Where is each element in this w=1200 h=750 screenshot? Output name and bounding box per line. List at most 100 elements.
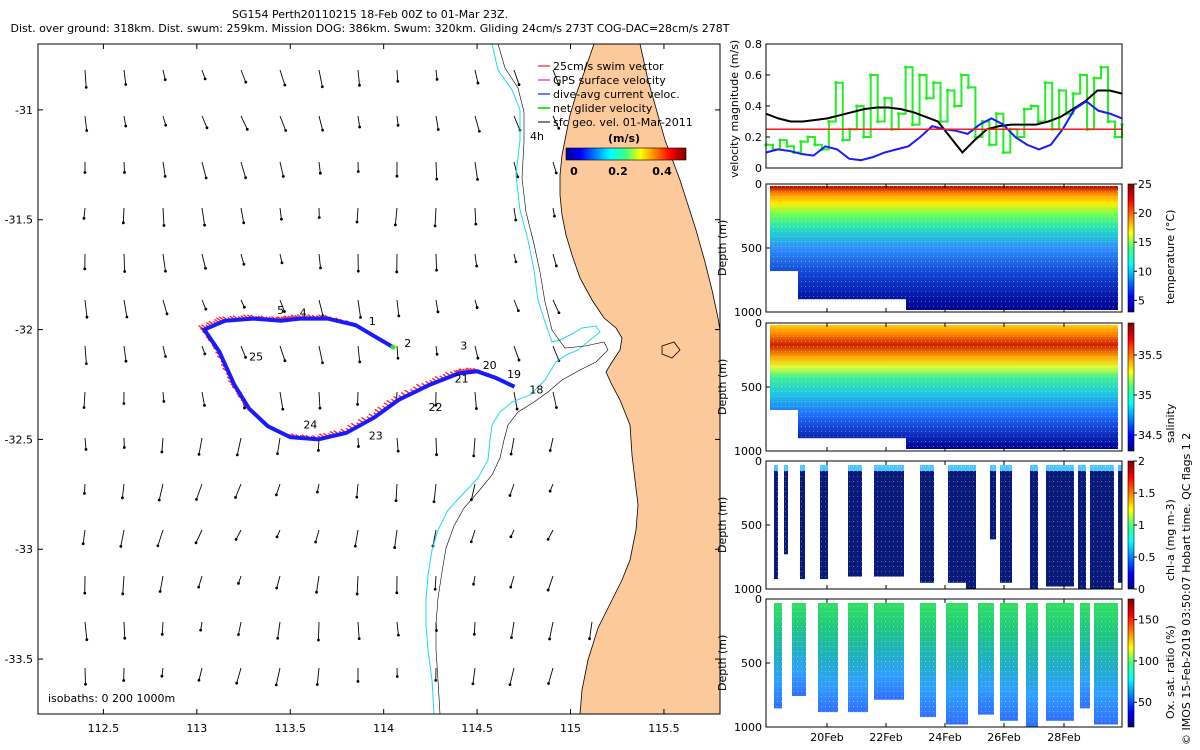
current-arrow: [435, 253, 438, 271]
profile-panel-salinity: 0 500 1000 Depth (m) 34.5 35 35.5 salinity: [716, 317, 1177, 458]
current-arrow: [123, 345, 127, 362]
cb-tick-label: 20: [1138, 207, 1152, 220]
current-arrow: [589, 621, 593, 639]
depth-label: Depth (m): [716, 220, 729, 276]
current-arrow: [236, 667, 242, 684]
current-arrow: [198, 667, 203, 681]
velocity-point: [987, 143, 991, 147]
current-arrow: [552, 115, 560, 129]
current-arrow-head: [281, 174, 285, 178]
current-arrow-head: [157, 498, 161, 502]
current-arrow-head: [119, 544, 123, 548]
current-arrow-head: [356, 679, 360, 683]
isobath-note: isobaths: 0 200 1000m: [48, 692, 175, 705]
current-arrow-head: [318, 406, 322, 410]
current-arrow-head: [358, 83, 361, 87]
y-tick-label: -32: [15, 324, 33, 337]
legend-item-gps: GPS surface velocity: [553, 74, 666, 87]
cb-tick-label: 100: [1138, 655, 1159, 668]
cb-tick-label: 34.5: [1138, 429, 1163, 442]
current-arrow-head: [204, 307, 208, 311]
colorbar-label: salinity: [1164, 403, 1177, 443]
current-arrow: [123, 69, 127, 85]
current-arrow-head: [357, 637, 361, 641]
current-arrow: [318, 69, 323, 87]
current-arrow-head: [474, 407, 478, 410]
profile-dots: [770, 463, 1118, 587]
current-arrow: [513, 69, 520, 85]
y-tick-label: 0.6: [745, 69, 763, 82]
current-arrow-head: [516, 175, 520, 179]
current-arrow: [201, 391, 205, 406]
current-arrow-head: [234, 537, 238, 541]
land-mass: [559, 43, 721, 715]
velocity-point: [924, 96, 929, 100]
colorbar-unit: (m/s): [608, 132, 640, 145]
current-arrow: [162, 69, 166, 80]
current-arrow-head: [122, 679, 126, 682]
current-arrow: [276, 575, 281, 589]
current-arrow-head: [242, 221, 246, 225]
current-arrow-head: [235, 681, 239, 685]
current-arrow: [198, 575, 203, 588]
current-arrow-head: [554, 264, 558, 268]
cb-tick-label: 35.5: [1138, 349, 1163, 362]
current-arrow: [474, 207, 477, 225]
velocity-point: [806, 135, 810, 139]
y-tick-label: 0.4: [745, 100, 763, 113]
current-arrow-head: [84, 362, 88, 366]
current-arrow: [433, 483, 437, 502]
current-arrow: [240, 161, 247, 178]
current-arrow-head: [245, 127, 249, 131]
current-arrow: [474, 253, 478, 267]
current-arrow-head: [548, 489, 552, 493]
velocity-point: [1043, 81, 1047, 85]
current-arrow: [473, 621, 476, 635]
y-tick-label: 0.2: [745, 131, 763, 144]
current-arrow: [240, 207, 245, 223]
cb-tick-label: 1: [1138, 519, 1145, 532]
chl-surface: [1118, 465, 1122, 471]
velocity-point: [1099, 65, 1103, 69]
profile-dots: [770, 325, 1118, 449]
current-arrow: [201, 253, 206, 269]
current-arrow-head: [199, 628, 203, 632]
panel-colorbar: [1127, 460, 1135, 590]
current-arrow: [275, 667, 281, 685]
current-arrow-head: [434, 678, 438, 682]
current-arrow: [434, 575, 437, 590]
current-arrow: [195, 529, 203, 543]
current-arrow: [510, 575, 515, 588]
current-arrow: [552, 161, 557, 174]
current-arrow: [357, 345, 361, 362]
cb-tick-label: 50: [1138, 696, 1152, 709]
current-arrow: [549, 621, 554, 640]
y-tick-label: 500: [741, 657, 762, 670]
current-arrow: [201, 115, 208, 128]
current-arrow: [238, 621, 242, 635]
x-tick-label: 20Feb: [810, 731, 843, 744]
current-arrow-head: [121, 221, 125, 225]
current-arrow: [474, 391, 477, 409]
map-axes: 112.5 113 113.5 114 114.5 115 115.5 -31 -31.5 -32…: [5, 44, 720, 735]
current-arrow: [83, 391, 86, 408]
current-arrow-head: [356, 403, 359, 406]
current-arrow-head: [244, 176, 248, 180]
current-arrow-head: [509, 585, 513, 589]
x-tick-label: 28Feb: [1047, 731, 1080, 744]
y-tick-label: 1000: [734, 306, 762, 319]
cb-tick-label: 15: [1138, 236, 1152, 249]
current-arrow: [354, 529, 359, 547]
legend-item-sfc: sfc geo. vel. 01-Mar-2011: [553, 116, 693, 129]
current-arrow: [356, 483, 359, 498]
current-arrow: [318, 253, 321, 268]
current-arrow-head: [158, 590, 162, 593]
current-arrow: [318, 391, 321, 409]
current-arrow-head: [283, 83, 287, 87]
current-arrow-head: [83, 492, 86, 495]
current-arrow-head: [472, 632, 476, 636]
current-arrow: [547, 575, 554, 591]
velocity-ylabel: velocity magnitude (m/s): [728, 40, 741, 178]
current-arrow-head: [318, 171, 322, 175]
velocity-point: [841, 138, 845, 142]
